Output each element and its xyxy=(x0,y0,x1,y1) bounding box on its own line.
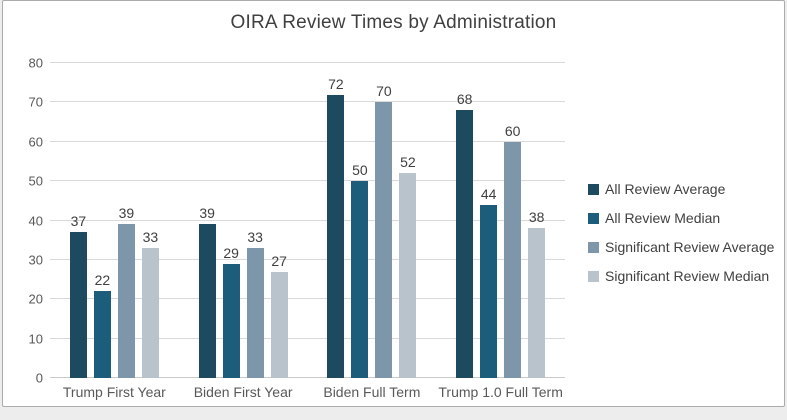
bar-group: 72 50 70 52 xyxy=(308,63,437,378)
legend-swatch-icon xyxy=(588,241,599,253)
gridline xyxy=(50,140,565,142)
bar-wrap: 38 xyxy=(528,209,546,378)
legend-label: All Review Average xyxy=(605,181,726,197)
bar-wrap: 50 xyxy=(351,162,369,378)
plot-area: 37 22 39 33 39 29 33 27 72 50 70 52 68 44 60 38 xyxy=(50,62,565,378)
bar-wrap: 52 xyxy=(399,154,417,378)
bar-groups: 37 22 39 33 39 29 33 27 72 50 70 52 68 44 60 38 xyxy=(50,63,565,378)
bar-group: 68 44 60 38 xyxy=(436,63,565,378)
bar xyxy=(528,228,546,378)
y-tick-label: 70 xyxy=(28,94,43,110)
bar-wrap: 22 xyxy=(93,272,111,378)
category-label: Biden First Year xyxy=(193,384,293,400)
category-label: Trump First Year xyxy=(62,384,166,400)
bar-value-label: 39 xyxy=(118,205,135,222)
legend-item: Significant Review Average xyxy=(588,239,775,255)
bar-wrap: 39 xyxy=(117,205,135,378)
bar xyxy=(246,248,264,378)
y-tick-label: 50 xyxy=(28,173,43,189)
y-tick-label: 30 xyxy=(28,252,43,268)
chart-frame: OIRA Review Times by Administration 0 10 2… xyxy=(2,0,785,407)
bar-group: 37 22 39 33 xyxy=(50,63,179,378)
bar xyxy=(399,173,417,378)
bar xyxy=(222,263,240,378)
legend-label: Significant Review Average xyxy=(605,239,775,255)
bar-wrap: 39 xyxy=(198,205,216,378)
gridline xyxy=(50,377,565,378)
bar-value-label: 33 xyxy=(247,229,263,246)
bar-wrap: 29 xyxy=(222,245,240,378)
bar-wrap: 70 xyxy=(375,83,393,378)
bar-value-label: 33 xyxy=(142,229,159,246)
bar-wrap: 68 xyxy=(456,91,474,378)
gridline xyxy=(50,258,565,260)
bar-value-label: 60 xyxy=(504,122,521,139)
bar xyxy=(480,204,498,378)
gridline xyxy=(50,62,565,63)
chart-title: OIRA Review Times by Administration xyxy=(230,12,557,33)
legend: All Review Average All Review Median Sig… xyxy=(588,181,775,298)
bar-value-label: 70 xyxy=(376,83,392,100)
bar-wrap: 37 xyxy=(69,213,87,378)
bar-wrap: 44 xyxy=(480,186,498,378)
y-tick-label: 20 xyxy=(28,291,43,307)
bar-wrap: 33 xyxy=(141,229,159,378)
bar xyxy=(198,224,216,378)
bar-wrap: 27 xyxy=(270,253,288,378)
bar-value-label: 68 xyxy=(456,91,473,108)
category-label: Trump 1.0 Full Term xyxy=(438,384,563,400)
bar-value-label: 52 xyxy=(400,154,416,171)
bar-value-label: 38 xyxy=(528,209,545,226)
bar xyxy=(504,141,522,378)
legend-label: All Review Median xyxy=(605,210,721,226)
y-tick-label: 0 xyxy=(35,370,43,386)
legend-label: Significant Review Median xyxy=(605,268,770,284)
bar-group: 39 29 33 27 xyxy=(179,63,308,378)
bar xyxy=(93,291,111,378)
legend-item: Significant Review Median xyxy=(588,268,774,284)
bar-value-label: 72 xyxy=(328,75,344,92)
bar-value-label: 50 xyxy=(352,162,368,179)
y-tick-label: 80 xyxy=(28,55,43,71)
legend-swatch-icon xyxy=(588,270,599,282)
bar-wrap: 72 xyxy=(327,76,345,378)
y-tick-label: 40 xyxy=(28,213,43,228)
bar-value-label: 27 xyxy=(271,252,287,269)
bar-value-label: 29 xyxy=(223,244,239,261)
gridline xyxy=(50,219,565,221)
bar xyxy=(270,271,288,378)
category-label: Biden Full Term xyxy=(323,384,421,400)
bar xyxy=(141,248,159,378)
legend-item: All Review Average xyxy=(588,181,774,197)
x-axis: Trump First Year Biden First Year Biden Fu… xyxy=(50,384,565,400)
bar xyxy=(69,232,87,378)
gridline xyxy=(50,101,565,103)
bar xyxy=(327,94,345,378)
y-tick-label: 10 xyxy=(28,331,43,347)
gridline xyxy=(50,298,565,300)
bar xyxy=(375,102,393,378)
bar xyxy=(456,110,474,378)
gridline xyxy=(50,337,565,339)
legend-swatch-icon xyxy=(588,212,599,224)
bar xyxy=(351,181,369,378)
y-tick-label: 60 xyxy=(28,134,43,150)
bar-value-label: 37 xyxy=(70,213,87,230)
y-axis: 0 10 20 30 40 50 60 70 80 xyxy=(9,56,43,386)
gridline xyxy=(50,180,565,182)
bar-value-label: 39 xyxy=(199,205,215,222)
bar-wrap: 33 xyxy=(246,229,264,378)
bar-wrap: 60 xyxy=(504,123,522,378)
legend-item: All Review Median xyxy=(588,210,774,226)
bar-value-label: 22 xyxy=(94,272,111,289)
legend-swatch-icon xyxy=(588,183,599,195)
bar xyxy=(117,224,135,378)
bar-value-label: 44 xyxy=(480,185,497,202)
